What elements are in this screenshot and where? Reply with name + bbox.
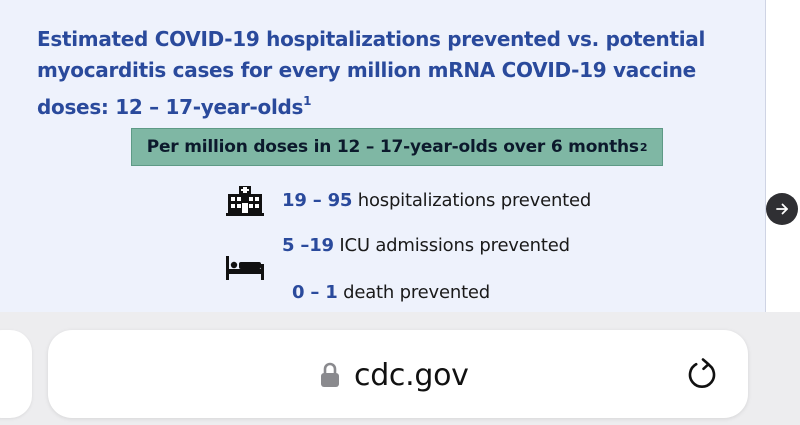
reload-icon[interactable] <box>684 355 720 393</box>
lock-icon <box>321 362 339 387</box>
stat-deaths-label: death prevented <box>337 282 491 303</box>
banner-text: Per million doses in 12 – 17-year-olds o… <box>146 137 639 157</box>
arrow-right-icon <box>776 203 788 215</box>
slide-title-text: Estimated COVID-19 hospitalizations prev… <box>37 27 706 119</box>
banner-footnote: 2 <box>639 140 648 154</box>
previous-tab-card[interactable] <box>0 330 32 418</box>
slide-content: Estimated COVID-19 hospitalizations prev… <box>0 0 766 312</box>
slide-title-footnote: 1 <box>303 94 312 108</box>
summary-banner: Per million doses in 12 – 17-year-olds o… <box>131 128 663 166</box>
stat-icu: 5 –19 ICU admissions prevented <box>282 235 570 256</box>
url-display[interactable]: cdc.gov <box>320 357 469 393</box>
next-slide-button[interactable] <box>766 193 798 225</box>
slide-edge <box>766 0 800 312</box>
bed-icon <box>226 256 264 280</box>
url-text: cdc.gov <box>354 357 469 393</box>
stat-hospitalizations-label: hospitalizations prevented <box>352 190 592 211</box>
hospital-icon <box>226 186 264 216</box>
stat-hospitalizations: 19 – 95 hospitalizations prevented <box>282 190 591 211</box>
stat-hospitalizations-value: 19 – 95 <box>282 190 353 211</box>
stat-deaths: 0 – 1 death prevented <box>292 282 490 303</box>
stat-icu-label: ICU admissions prevented <box>333 235 570 256</box>
address-bar[interactable] <box>48 330 748 418</box>
slide-title: Estimated COVID-19 hospitalizations prev… <box>37 24 757 123</box>
stat-deaths-value: 0 – 1 <box>292 282 338 303</box>
stat-icu-value: 5 –19 <box>282 235 334 256</box>
